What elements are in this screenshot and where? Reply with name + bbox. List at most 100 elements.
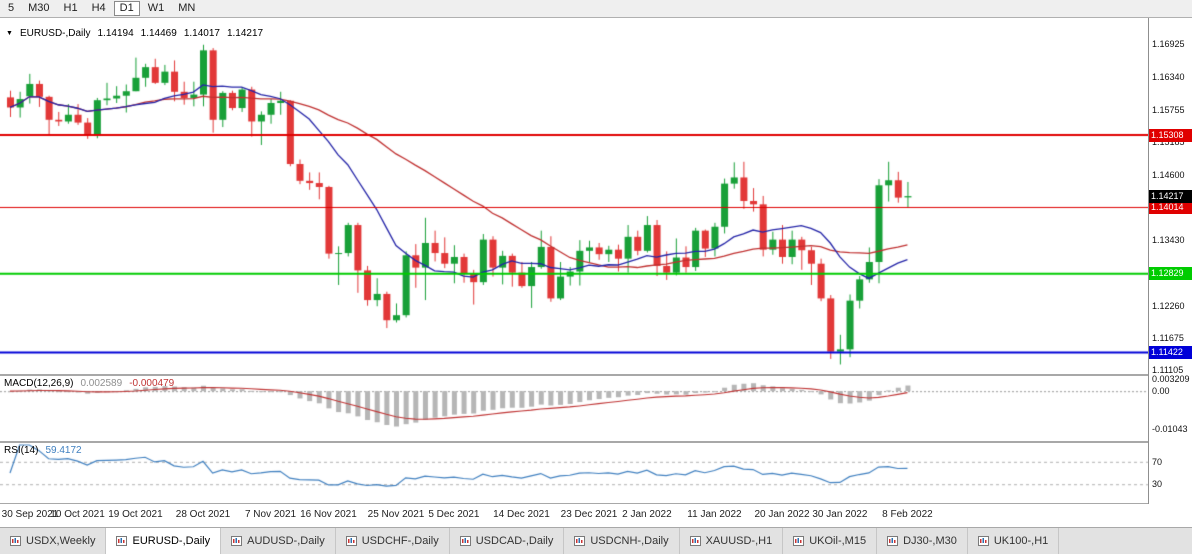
macd-main-value: 0.002589 — [80, 378, 123, 389]
rsi-panel[interactable]: RSI(14) 59.4172 — [0, 443, 1148, 503]
hline-price-badge: 1.15308 — [1149, 128, 1192, 142]
price-axis-label: 1.11675 — [1152, 333, 1184, 344]
ohlc-open: 1.14194 — [97, 28, 134, 39]
tab-label: USDX,Weekly — [26, 535, 96, 547]
price-scale-divider — [1148, 18, 1149, 504]
chart-tab-usdchf-daily[interactable]: USDCHF-,Daily — [336, 528, 450, 554]
macd-axis-label: -0.01043 — [1152, 424, 1188, 435]
date-axis-label: 14 Dec 2021 — [493, 509, 550, 520]
chevron-down-icon[interactable]: ▼ — [6, 30, 13, 37]
tab-label: DJ30-,M30 — [903, 535, 957, 547]
chart-tab-eurusd-daily[interactable]: EURUSD-,Daily — [106, 528, 222, 554]
panel-resize-handle[interactable] — [0, 374, 1192, 376]
timeframe-button-m30[interactable]: M30 — [28, 2, 50, 14]
date-axis-label: 5 Dec 2021 — [428, 509, 480, 520]
current-price-badge: 1.14217 — [1149, 189, 1192, 203]
ohlc-info: ▼ EURUSD-,Daily 1.14194 1.14469 1.14017 … — [6, 28, 263, 39]
price-axis-label: 1.14600 — [1152, 169, 1185, 180]
rsi-axis-label: 30 — [1152, 479, 1163, 490]
tab-chart-icon — [689, 536, 701, 546]
date-axis[interactable]: 30 Sep 2021 10 Oct 2021 19 Oct 2021 28 Oct … — [0, 504, 1192, 527]
rsi-axis-label: 70 — [1152, 456, 1163, 467]
date-axis-label: 2 Jan 2022 — [622, 509, 672, 520]
macd-signal-value: -0.000479 — [129, 378, 175, 389]
date-axis-label: 30 Sep 2021 — [1, 509, 59, 520]
timeframe-button-h1[interactable]: H1 — [63, 2, 78, 14]
rsi-value: 59.4172 — [45, 445, 82, 456]
chart-tabs: USDX,Weekly EURUSD-,Daily AUDUSD-,Daily USD… — [0, 527, 1192, 554]
price-axis-label: 1.15755 — [1152, 104, 1185, 115]
hline-price-badge: 1.14014 — [1149, 200, 1192, 214]
price-axis-label: 1.16925 — [1152, 39, 1185, 50]
price-axis-label: 1.13430 — [1152, 235, 1185, 246]
ohlc-high: 1.14469 — [140, 28, 177, 39]
date-axis-label: 7 Nov 2021 — [244, 509, 297, 520]
tab-chart-icon — [887, 536, 899, 546]
rsi-name: RSI(14) — [4, 445, 39, 456]
chart-tab-uk100-h1[interactable]: UK100-,H1 — [968, 528, 1060, 554]
tab-chart-icon — [345, 536, 357, 546]
tab-chart-icon — [116, 536, 128, 546]
tab-label: EURUSD-,Daily — [132, 535, 211, 547]
date-axis-label: 25 Nov 2021 — [367, 509, 425, 520]
price-axis-label: 1.16340 — [1152, 72, 1185, 83]
date-axis-label: 8 Feb 2022 — [882, 509, 933, 520]
timeframe-button-h4[interactable]: H4 — [91, 2, 106, 14]
timeframe-button-mn[interactable]: MN — [178, 2, 196, 14]
macd-canvas[interactable] — [0, 376, 1148, 441]
chart-tab-ukoil-m15[interactable]: UKOil-,M15 — [783, 528, 878, 554]
panel-resize-handle[interactable] — [0, 441, 1192, 443]
ohlc-close: 1.14217 — [226, 28, 264, 39]
price-axis-label: 1.15185 — [1152, 136, 1185, 147]
date-axis-label: 11 Jan 2022 — [687, 509, 742, 520]
chart-tab-usdx-weekly[interactable]: USDX,Weekly — [0, 528, 107, 554]
price-axis-label: 1.12260 — [1152, 300, 1185, 311]
chart-tab-audusd-daily[interactable]: AUDUSD-,Daily — [221, 528, 336, 554]
date-axis-label: 30 Jan 2022 — [812, 509, 868, 520]
date-axis-label: 19 Oct 2021 — [108, 509, 163, 520]
price-panel[interactable]: ▼ EURUSD-,Daily 1.14194 1.14469 1.14017 … — [0, 19, 1148, 374]
price-axis-label: 1.11105 — [1152, 365, 1184, 376]
tab-label: UK100-,H1 — [993, 535, 1049, 547]
tab-label: USDCAD-,Daily — [475, 535, 554, 547]
ohlc-low: 1.14017 — [183, 28, 220, 39]
chart-tab-xauusd-h1[interactable]: XAUUSD-,H1 — [680, 528, 784, 554]
price-chart-canvas[interactable] — [0, 19, 1148, 374]
hline-price-badge: 1.11422 — [1149, 346, 1192, 360]
tab-label: USDCNH-,Daily — [590, 535, 669, 547]
macd-name: MACD(12,26,9) — [4, 378, 74, 389]
tab-chart-icon — [574, 536, 586, 546]
timeframe-toolbar: 5 M30 H1 H4 D1 W1 MN — [0, 0, 1192, 18]
date-axis-label: 16 Nov 2021 — [300, 509, 357, 520]
tab-chart-icon — [231, 536, 243, 546]
rsi-canvas[interactable] — [0, 443, 1148, 503]
timeframe-button-w1[interactable]: W1 — [147, 2, 165, 14]
tab-label: XAUUSD-,H1 — [705, 535, 773, 547]
rsi-label-row: RSI(14) 59.4172 — [4, 445, 82, 456]
chart-tab-usdcnh-daily[interactable]: USDCNH-,Daily — [564, 528, 680, 554]
date-axis-label: 28 Oct 2021 — [175, 509, 231, 520]
chart-tab-usdcad-daily[interactable]: USDCAD-,Daily — [450, 528, 565, 554]
tab-label: AUDUSD-,Daily — [247, 535, 325, 547]
date-axis-label: 20 Jan 2022 — [754, 509, 810, 520]
timeframe-button-5[interactable]: 5 — [8, 2, 15, 14]
price-axis[interactable]: 1.16925 1.16340 1.15755 1.15185 1.14600 1.134… — [1149, 18, 1192, 504]
macd-label-row: MACD(12,26,9) 0.002589 -0.000479 — [4, 378, 174, 389]
timeframe-button-d1[interactable]: D1 — [113, 1, 140, 16]
chart-tab-dj30-m30[interactable]: DJ30-,M30 — [877, 528, 968, 554]
date-axis-label: 23 Dec 2021 — [560, 509, 618, 520]
date-axis-label: 10 Oct 2021 — [50, 509, 105, 520]
chart-symbol-label: EURUSD-,Daily — [19, 28, 91, 39]
macd-panel[interactable]: MACD(12,26,9) 0.002589 -0.000479 — [0, 376, 1148, 441]
tab-chart-icon — [459, 536, 471, 546]
tab-chart-icon — [977, 536, 989, 546]
hline-price-badge: 1.12829 — [1149, 267, 1192, 281]
tab-label: UKOil-,M15 — [809, 535, 867, 547]
tab-chart-icon — [793, 536, 805, 546]
panel-divider — [0, 503, 1192, 504]
tab-chart-icon — [10, 536, 21, 546]
macd-axis-label: 0.003209 — [1152, 374, 1190, 385]
tab-label: USDCHF-,Daily — [361, 535, 439, 547]
macd-axis-label: 0.00 — [1152, 386, 1170, 397]
